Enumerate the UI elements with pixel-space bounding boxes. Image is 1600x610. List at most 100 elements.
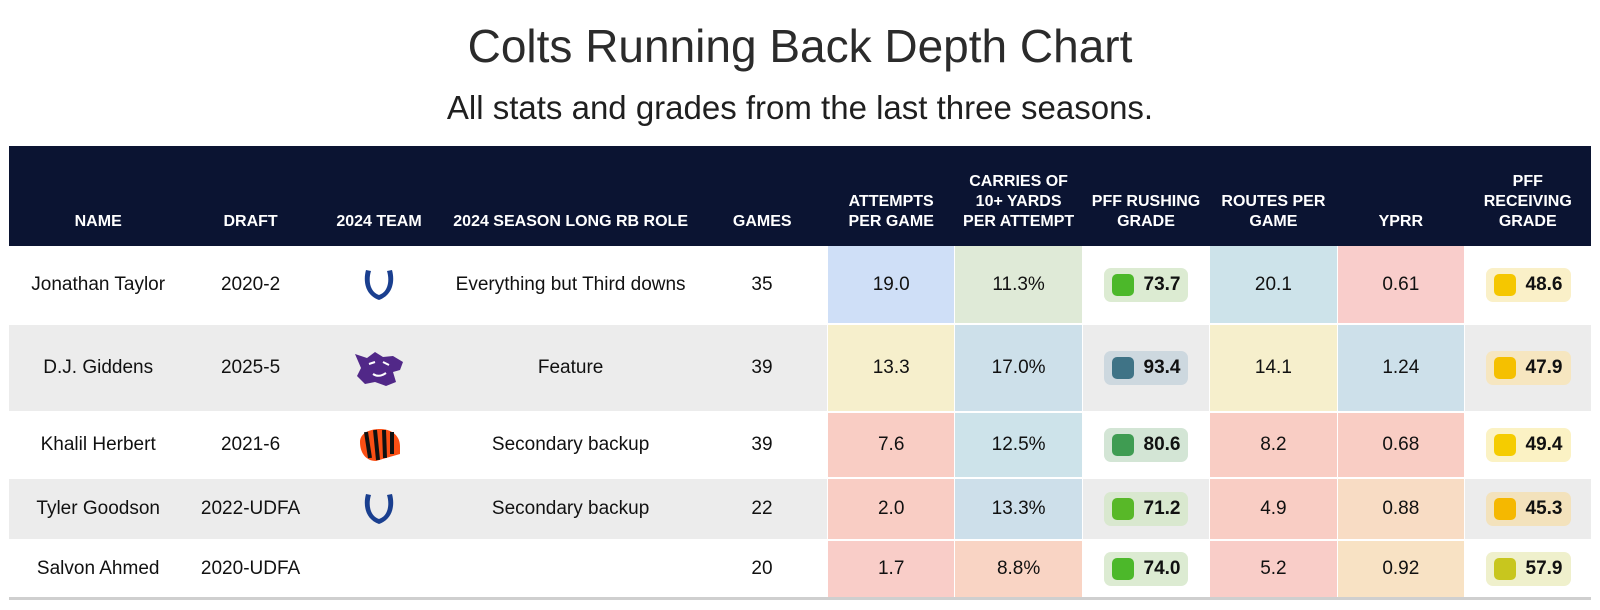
table-row: Jonathan Taylor 2020-2 Everything but Thir… [9,246,1591,325]
kansas-state-wildcat-icon [314,348,444,388]
col-header-receiving-grade[interactable]: PFF RECEIVING GRADE [1464,146,1591,246]
receiving-grade-cell: 47.9 [1464,324,1591,413]
role-value [444,540,698,600]
routes-value: 5.2 [1209,540,1338,600]
col-header-draft[interactable]: DRAFT [187,146,314,246]
routes-value: 20.1 [1209,246,1338,325]
rushing-grade-value: 71.2 [1143,498,1181,519]
col-header-rushing-grade[interactable]: PFF RUSHING GRADE [1082,146,1210,246]
team-logo-cell [313,478,445,541]
rushing-grade-badge: 71.2 [1103,492,1189,526]
attempts-value: 1.7 [826,540,955,600]
grade-swatch-icon [1493,357,1516,379]
attempts-value: 13.3 [826,324,955,413]
rushing-grade-cell: 74.0 [1081,540,1210,600]
team-logo-cell [313,324,445,413]
games-value: 39 [697,412,828,479]
receiving-grade-cell: 48.6 [1464,246,1591,325]
grade-swatch-icon [1493,557,1516,580]
rushing-grade-badge: 74.0 [1103,551,1189,586]
receiving-grade-value: 48.6 [1525,273,1563,295]
header-row: NAME DRAFT 2024 TEAM 2024 SEASON LONG RB… [9,146,1591,246]
games-value: 20 [697,540,828,600]
carries-10-value: 8.8% [954,540,1083,600]
page-subtitle: All stats and grades from the last three… [446,89,1154,126]
col-header-yprr[interactable]: YPRR [1337,146,1465,246]
routes-value: 14.1 [1209,324,1338,413]
yprr-value: 1.24 [1336,324,1465,413]
col-header-games[interactable]: GAMES [697,146,828,246]
carries-10-value: 11.3% [954,246,1083,325]
grade-swatch-icon [1493,273,1516,296]
player-name: Salvon Ahmed [9,540,188,600]
table-row: Tyler Goodson 2022-UDFA Secondary backup 22… [9,478,1591,541]
grade-swatch-icon [1111,357,1134,379]
games-value: 39 [697,324,828,413]
player-name: D.J. Giddens [9,324,188,413]
table-row: D.J. Giddens 2025-5 Feature 39 13.3 17.0% 93.4… [9,324,1591,413]
receiving-grade-cell: 45.3 [1464,478,1591,541]
receiving-grade-badge: 47.9 [1485,351,1571,385]
team-logo-cell [313,412,445,479]
role-value: Secondary backup [444,478,698,541]
attempts-value: 7.6 [826,412,955,479]
receiving-grade-badge: 49.4 [1485,428,1571,462]
carries-10-value: 12.5% [954,412,1083,479]
receiving-grade-cell: 57.9 [1464,540,1591,600]
rushing-grade-cell: 73.7 [1081,246,1210,325]
bengals-helmet-icon [314,428,444,462]
role-value: Feature [444,324,698,413]
player-name: Jonathan Taylor [9,246,188,325]
draft-value: 2021-6 [187,412,314,479]
draft-value: 2020-UDFA [187,540,314,600]
grade-swatch-icon [1111,434,1134,456]
receiving-grade-value: 49.4 [1525,434,1563,455]
games-value: 35 [697,246,828,325]
attempts-value: 2.0 [826,478,955,541]
yprr-value: 0.88 [1336,478,1465,541]
games-value: 22 [697,478,828,541]
receiving-grade-badge: 57.9 [1485,551,1571,586]
col-header-carries-10[interactable]: CARRIES OF 10+ YARDS PER ATTEMPT [954,146,1083,246]
team-logo-cell [313,246,445,325]
draft-value: 2020-2 [187,246,314,325]
carries-10-value: 17.0% [954,324,1083,413]
col-header-attempts[interactable]: ATTEMPTS PER GAME [827,146,955,246]
attempts-value: 19.0 [826,246,955,325]
grade-swatch-icon [1111,498,1134,520]
rushing-grade-cell: 80.6 [1081,412,1210,479]
receiving-grade-cell: 49.4 [1464,412,1591,479]
grade-swatch-icon [1111,273,1134,296]
player-name: Khalil Herbert [9,412,188,479]
rushing-grade-badge: 80.6 [1103,428,1189,462]
col-header-name[interactable]: NAME [9,146,188,246]
colts-horseshoe-icon [314,267,444,303]
player-name: Tyler Goodson [9,478,188,541]
grade-swatch-icon [1111,557,1134,580]
receiving-grade-badge: 48.6 [1485,267,1571,302]
routes-value: 8.2 [1209,412,1338,479]
receiving-grade-value: 57.9 [1525,557,1563,579]
col-header-team[interactable]: 2024 TEAM [313,146,445,246]
rushing-grade-badge: 73.7 [1103,267,1189,302]
rushing-grade-value: 93.4 [1143,357,1181,378]
rushing-grade-badge: 93.4 [1103,351,1189,385]
receiving-grade-value: 47.9 [1525,357,1563,378]
grade-swatch-icon [1493,498,1516,520]
rushing-grade-value: 74.0 [1143,557,1181,579]
col-header-role[interactable]: 2024 SEASON LONG RB ROLE [444,146,698,246]
receiving-grade-badge: 45.3 [1485,492,1571,526]
team-logo-cell [313,540,445,600]
role-value: Secondary backup [444,412,698,479]
yprr-value: 0.92 [1336,540,1465,600]
colts-horseshoe-icon [314,491,444,527]
rushing-grade-cell: 93.4 [1081,324,1210,413]
receiving-grade-value: 45.3 [1525,498,1563,519]
draft-value: 2022-UDFA [187,478,314,541]
col-header-routes[interactable]: ROUTES PER GAME [1209,146,1338,246]
yprr-value: 0.68 [1336,412,1465,479]
table-row: Khalil Herbert 2021-6 Secondary backup 39 7.… [9,412,1591,479]
rushing-grade-value: 73.7 [1143,273,1181,295]
grade-swatch-icon [1493,434,1516,456]
page-title: Colts Running Back Depth Chart [467,20,1133,72]
